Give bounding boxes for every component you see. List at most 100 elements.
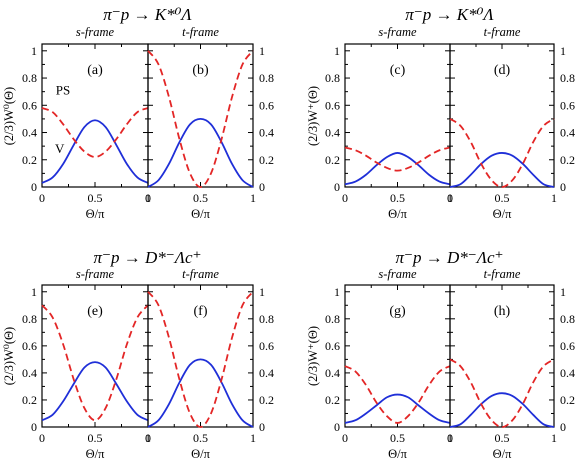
- frame-label: t-frame: [182, 267, 219, 281]
- x-tick-label: 0: [447, 431, 453, 445]
- x-axis-label: Θ/π: [86, 447, 106, 461]
- x-tick-label: 0.5: [495, 431, 510, 445]
- y-tick-label: 0.2: [22, 153, 37, 167]
- y-tick-label: 0: [560, 180, 566, 194]
- x-tick-label: 0: [145, 431, 151, 445]
- x-tick-label: 1: [551, 431, 557, 445]
- y-tick-label: 0.4: [259, 366, 274, 380]
- y-tick-label: 0.6: [259, 98, 274, 112]
- frame-label: s-frame: [76, 267, 115, 281]
- x-tick-label: 0: [145, 191, 151, 205]
- series-PS-line: [449, 358, 555, 428]
- series-V-line: [449, 392, 555, 428]
- x-tick-label: 1: [447, 431, 453, 445]
- x-tick-label: 0.5: [495, 191, 510, 205]
- x-axis-label: Θ/π: [191, 207, 211, 221]
- y-tick-label: 0.4: [22, 126, 37, 140]
- y-tick-label: 0.2: [22, 393, 37, 407]
- x-tick-label: 1: [250, 191, 256, 205]
- y-tick-label: 1: [259, 44, 265, 58]
- series-PS-line: [41, 304, 149, 422]
- series-V-line: [41, 119, 149, 184]
- series-V-line: [147, 358, 254, 428]
- chart-group-2: π⁻p → K*⁰Λ (2/3)W⁺(Θ) s-frame 0 0.2 0.4 0.6 0.8…: [306, 5, 575, 221]
- y-tick-label: 0.8: [325, 71, 340, 85]
- x-tick-label: 0: [342, 431, 348, 445]
- y-tick-label: 0: [259, 420, 265, 434]
- y-tick-label: 0.2: [560, 393, 575, 407]
- x-axis-label: Θ/π: [493, 207, 513, 221]
- y-tick-label: 0.6: [560, 98, 575, 112]
- y-axis-label: (2/3)W⁰(Θ): [2, 87, 16, 145]
- y-tick-label: 0: [259, 180, 265, 194]
- y-tick-label: 0.8: [22, 71, 37, 85]
- y-tick-label: 0.6: [22, 339, 37, 353]
- x-tick-label: 0: [39, 431, 45, 445]
- frame-label: s-frame: [378, 25, 417, 39]
- chart-group-3: π⁻p → D*⁻Λc⁺ (2/3)W⁰(Θ) s-frame 0 0.2 0.4 0.6 0…: [2, 248, 274, 461]
- chart-group-1: π⁻p → K*⁰Λ (2/3)W⁰(Θ) s-frame 0 0.2 0.4 0.6 0.8…: [2, 5, 274, 221]
- x-tick-label: 0.5: [88, 191, 103, 205]
- chart-title: π⁻p → K*⁰Λ: [103, 5, 192, 24]
- x-tick-label: 1: [250, 431, 256, 445]
- series-label-V: V: [55, 141, 65, 156]
- chart-title: π⁻p → D*⁻Λc⁺: [395, 248, 503, 267]
- x-tick-label: 0.5: [390, 431, 405, 445]
- y-tick-label: 0: [334, 420, 340, 434]
- panel-letter: (h): [494, 304, 511, 319]
- x-axis-label: Θ/π: [388, 207, 408, 221]
- x-tick-label: 1: [551, 191, 557, 205]
- y-tick-label: 1: [259, 285, 265, 299]
- frame-label: s-frame: [76, 25, 115, 39]
- series-PS-line: [449, 118, 555, 188]
- y-tick-label: 0.2: [325, 393, 340, 407]
- y-tick-label: 0.8: [560, 71, 575, 85]
- panel-letter: (c): [390, 63, 406, 78]
- series-PS-line: [41, 107, 149, 158]
- x-tick-label: 0.5: [193, 191, 208, 205]
- y-tick-label: 0: [31, 420, 37, 434]
- panel-letter: (a): [87, 63, 103, 78]
- x-tick-label: 1: [145, 191, 151, 205]
- series-PS-line: [147, 291, 254, 428]
- x-axis-label: Θ/π: [388, 447, 408, 461]
- frame-label: t-frame: [182, 25, 219, 39]
- y-tick-label: 0.8: [560, 312, 575, 326]
- chart-title: π⁻p → D*⁻Λc⁺: [93, 248, 201, 267]
- series-V-line: [344, 152, 451, 186]
- y-tick-label: 0: [334, 180, 340, 194]
- x-tick-label: 1: [145, 431, 151, 445]
- panel-letter: (g): [389, 304, 406, 319]
- x-axis-label: Θ/π: [493, 447, 513, 461]
- x-tick-label: 0.5: [88, 431, 103, 445]
- y-tick-label: 0.4: [560, 366, 575, 380]
- y-tick-label: 1: [31, 285, 37, 299]
- panel-letter: (b): [192, 63, 209, 78]
- y-tick-label: 0.6: [325, 339, 340, 353]
- y-tick-label: 0.4: [259, 126, 274, 140]
- frame-label: t-frame: [484, 267, 521, 281]
- x-axis-label: Θ/π: [86, 207, 106, 221]
- y-tick-label: 0.2: [259, 393, 274, 407]
- x-tick-label: 0: [39, 191, 45, 205]
- y-tick-label: 0.8: [22, 312, 37, 326]
- y-tick-label: 1: [560, 44, 566, 58]
- x-tick-label: 1: [447, 191, 453, 205]
- y-axis-label: (2/3)W⁰(Θ): [2, 327, 16, 385]
- y-tick-label: 0.8: [325, 312, 340, 326]
- y-tick-label: 0.8: [259, 71, 274, 85]
- y-tick-label: 0: [560, 420, 566, 434]
- y-tick-label: 0.6: [325, 98, 340, 112]
- series-PS-line: [147, 50, 254, 188]
- y-tick-label: 0.4: [22, 366, 37, 380]
- x-tick-label: 0: [342, 191, 348, 205]
- y-tick-label: 0.6: [560, 339, 575, 353]
- chart-title: π⁻p → K*⁰Λ: [405, 5, 494, 24]
- frame-label: s-frame: [378, 267, 417, 281]
- x-tick-label: 0.5: [193, 431, 208, 445]
